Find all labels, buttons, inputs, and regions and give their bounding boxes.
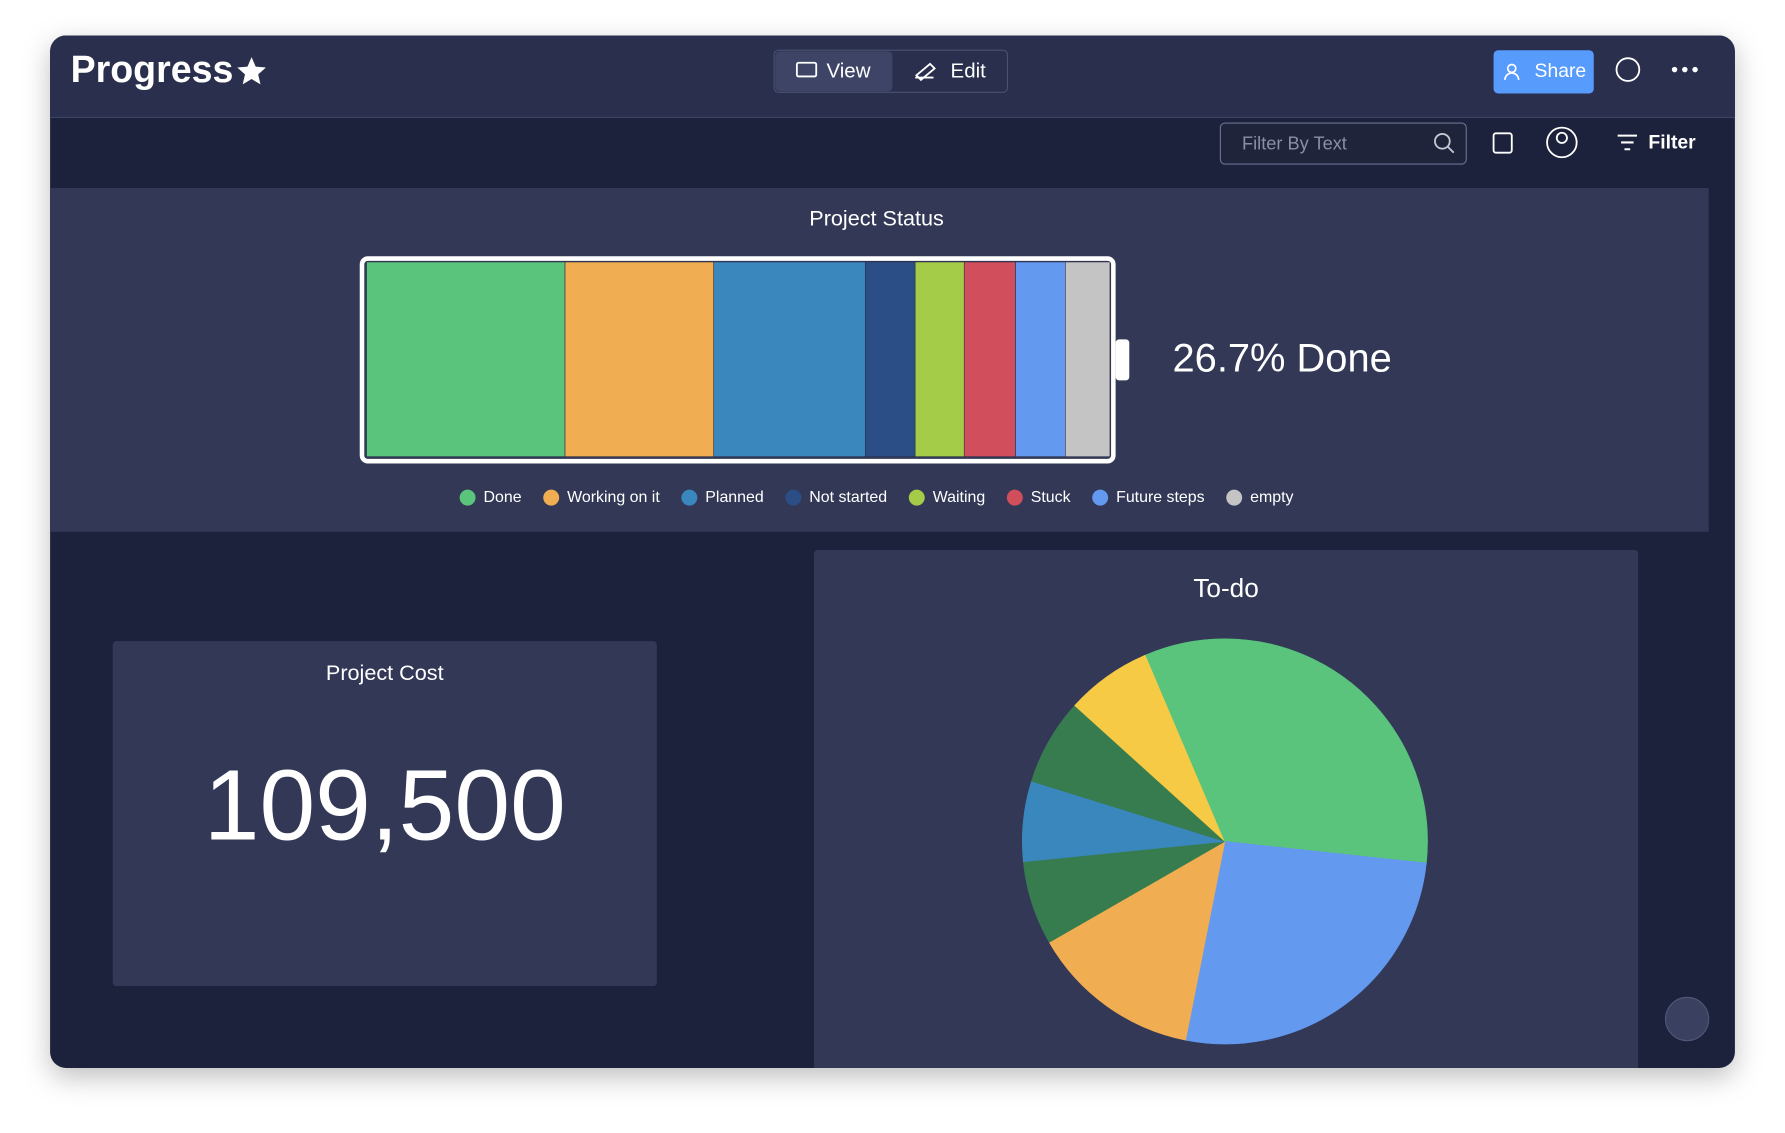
battery-segment [564,261,715,457]
legend-swatch [1006,489,1023,506]
view-label: View [826,59,870,82]
filter-input[interactable] [1219,122,1467,165]
battery-nub [1115,339,1130,381]
chart-title: To-do [1193,573,1258,603]
legend-label: Stuck [1031,489,1071,506]
battery-segment [963,261,1016,457]
legend-label: Planned [705,489,763,506]
legend-swatch [1226,489,1243,506]
star-icon[interactable] [237,57,266,85]
page-title: Progress [71,48,234,90]
person-icon[interactable] [1546,126,1578,159]
chart-title: Project Status [809,206,944,231]
charts: Project Status 26.7% Done Done Working on i… [204,206,1428,1045]
legend-label: Not started [809,489,887,506]
pie-slice [1048,840,1226,1041]
panel-cost [112,641,657,986]
legend-swatch [459,489,476,506]
legend-swatch [908,489,925,506]
legend-swatch [1092,489,1109,506]
legend-label: Future steps [1116,489,1205,506]
battery-segment [865,261,916,457]
status-summary: 26.7% Done [1173,337,1392,381]
updates-icon[interactable] [1615,57,1641,82]
share-icon-body [1504,72,1520,80]
legend-swatch [543,489,560,506]
search-icon-handle [1447,146,1455,154]
battery-frame [359,256,1116,464]
view-button[interactable] [775,51,893,92]
battery-segment [1015,261,1066,457]
save-icon[interactable] [1492,132,1513,154]
pie-slice [1145,638,1226,842]
assistant-button[interactable] [1664,996,1710,1042]
legend: Done Working on it Planned Not started Waiti… [459,489,1294,506]
legend-label: empty [1250,489,1293,506]
edit-label[interactable]: Edit [951,59,987,82]
legend-label: Done [484,489,522,506]
legend-swatch [681,489,698,506]
legend-label: Working on it [567,489,660,506]
chart-title: Project Cost [326,660,444,685]
battery-segment [366,261,566,457]
filter-placeholder: Filter By Text [1242,134,1347,154]
legend-swatch [785,489,802,506]
battery-segment [914,261,965,457]
person-icon-head [1555,131,1568,144]
battery-segment [713,261,866,457]
pie-slice [1224,638,1428,864]
edit-icon[interactable] [915,62,936,82]
legend-label: Waiting [933,489,986,506]
share-button[interactable] [1493,50,1594,94]
search-icon [1434,133,1451,150]
view-icon [795,61,818,78]
pie-slice [1185,841,1427,1045]
more-icon[interactable] [1671,66,1698,73]
share-label[interactable]: Share [1535,60,1587,82]
big-number: 109,500 [204,749,566,861]
battery-segment [1065,261,1111,457]
filter-label[interactable]: Filter [1648,132,1696,154]
filter-icon[interactable] [1617,134,1638,151]
